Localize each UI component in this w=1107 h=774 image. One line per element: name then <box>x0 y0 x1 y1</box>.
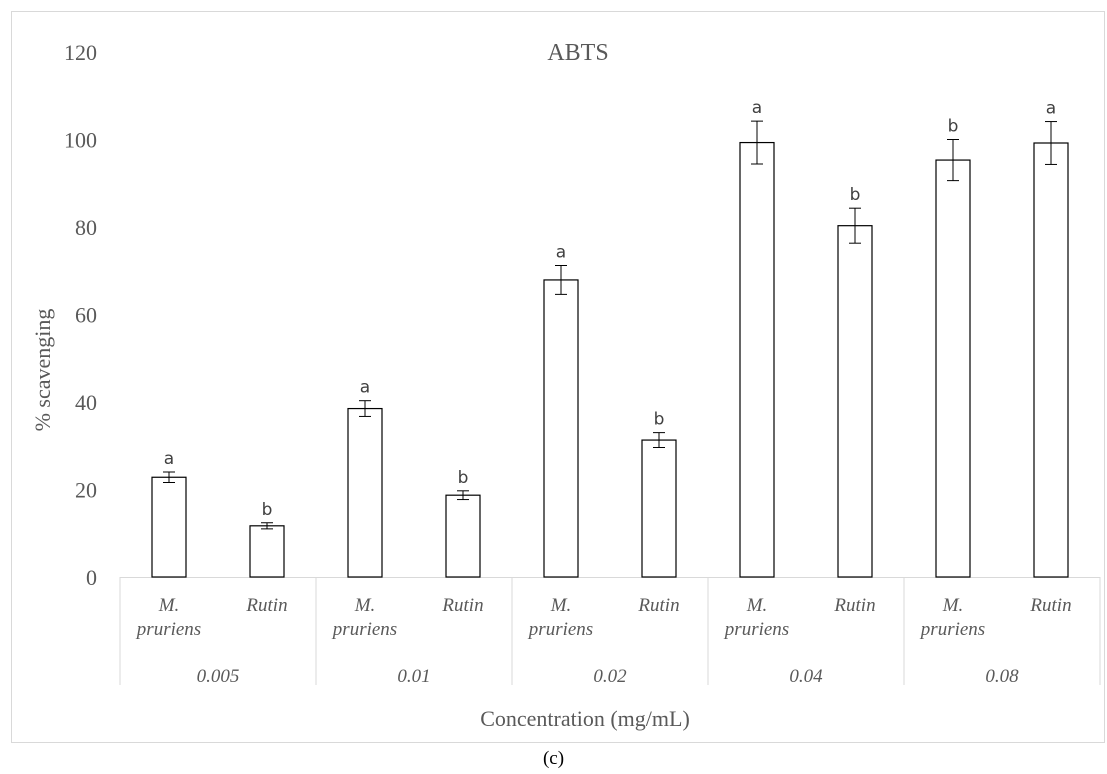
group-label: 0.04 <box>789 666 823 687</box>
y-axis-title: % scavenging <box>30 309 55 432</box>
y-tick-label: 80 <box>75 215 97 240</box>
bar <box>1034 143 1068 577</box>
group-label: 0.08 <box>985 666 1019 687</box>
significance-label: a <box>360 378 370 398</box>
bar <box>544 280 578 577</box>
category-label: Rutin <box>637 595 679 616</box>
y-tick-label: 60 <box>75 303 97 328</box>
bar <box>250 526 284 577</box>
group-label: 0.01 <box>397 666 430 687</box>
significance-label: a <box>164 449 174 469</box>
category-label: Rutin <box>833 595 875 616</box>
significance-label: a <box>556 243 566 263</box>
significance-label: b <box>850 185 861 205</box>
bar <box>446 495 480 577</box>
bar <box>740 143 774 577</box>
y-tick-label: 20 <box>75 478 97 503</box>
significance-label: a <box>1046 99 1056 119</box>
significance-label: b <box>458 468 469 488</box>
group-label: 0.005 <box>197 666 240 687</box>
figure-caption: (c) <box>0 748 1107 770</box>
bar <box>152 477 186 577</box>
bar <box>936 160 970 577</box>
y-tick-label: 40 <box>75 390 97 415</box>
significance-label: b <box>948 117 959 137</box>
y-tick-label: 0 <box>86 565 97 590</box>
bar <box>348 409 382 577</box>
x-axis-title: Concentration (mg/mL) <box>480 706 690 731</box>
bar-chart: ABTS Concentration (mg/mL) % scavenging … <box>0 0 1107 745</box>
y-tick-label: 100 <box>64 128 97 153</box>
category-label: Rutin <box>441 595 483 616</box>
chart-title: ABTS <box>547 40 608 66</box>
significance-label: a <box>752 98 762 118</box>
significance-label: b <box>654 410 665 430</box>
significance-label: b <box>262 500 273 520</box>
category-label: Rutin <box>245 595 287 616</box>
group-label: 0.02 <box>593 666 627 687</box>
category-label: Rutin <box>1029 595 1071 616</box>
bar <box>838 226 872 577</box>
bar <box>642 440 676 577</box>
y-tick-label: 120 <box>64 40 97 65</box>
